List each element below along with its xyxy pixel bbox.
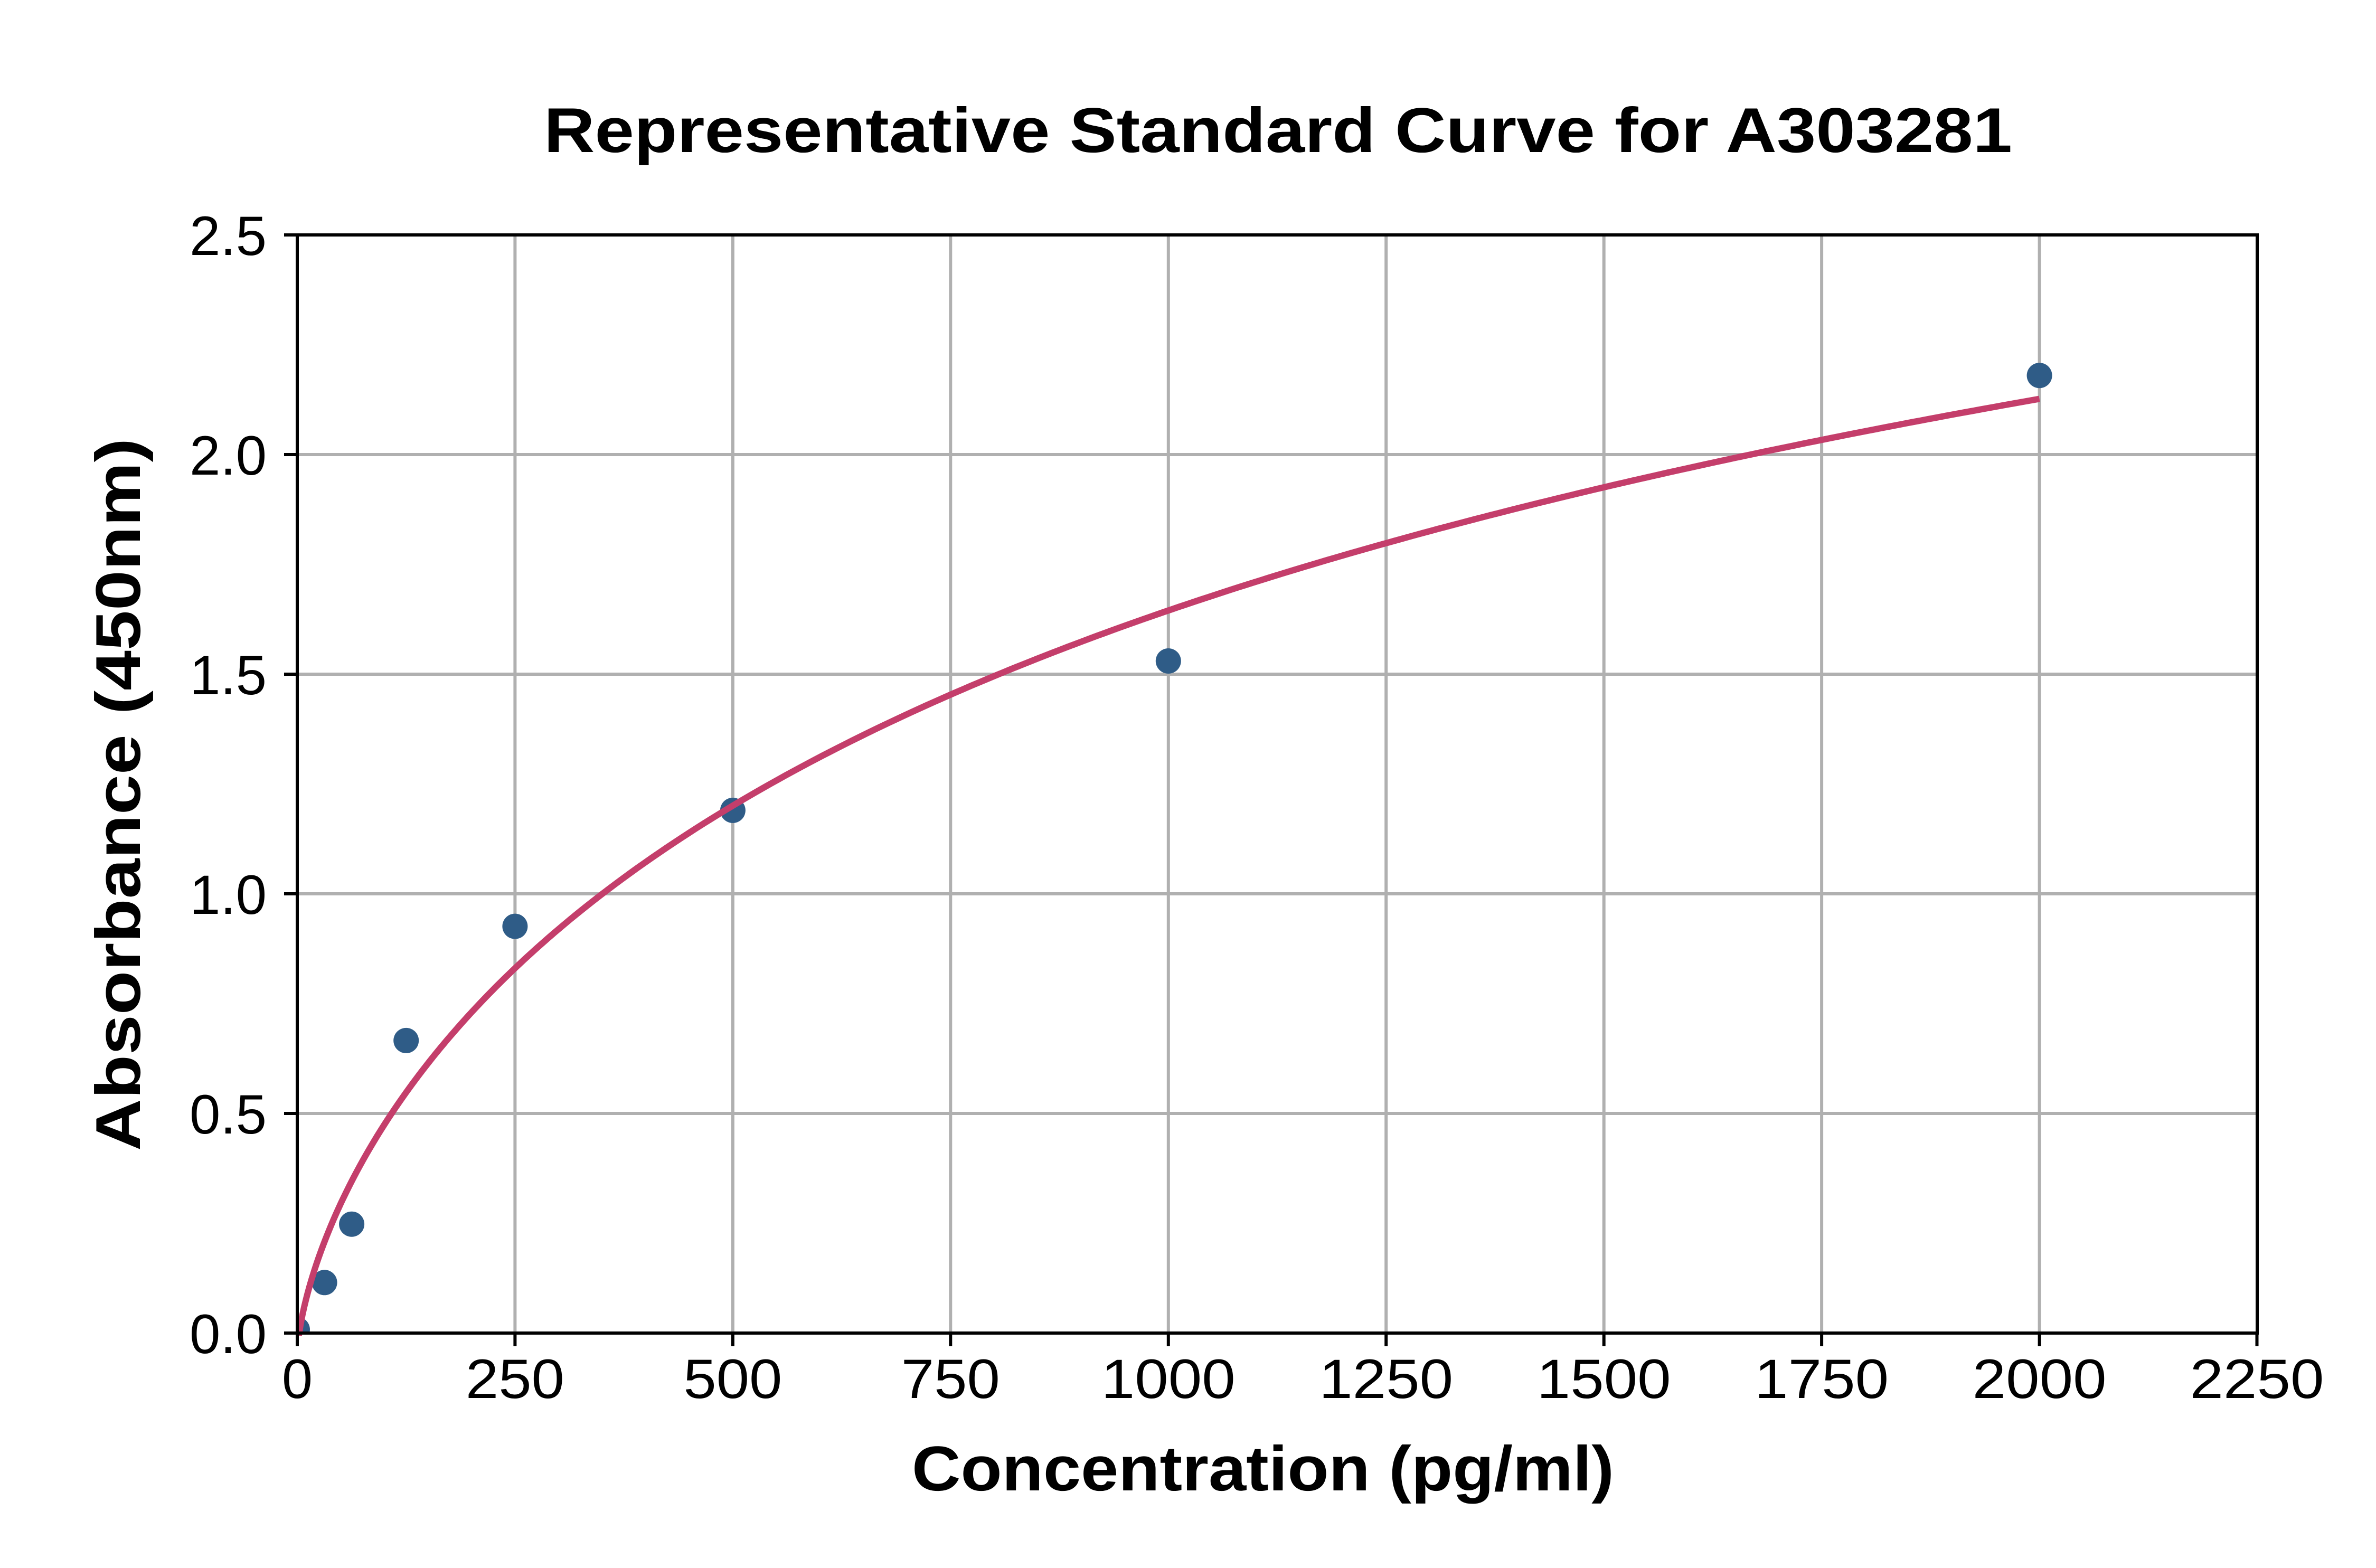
svg-text:2250: 2250 bbox=[2190, 1348, 2324, 1410]
svg-text:Absorbance (450nm): Absorbance (450nm) bbox=[83, 438, 154, 1151]
svg-text:2.5: 2.5 bbox=[190, 205, 267, 267]
svg-text:1000: 1000 bbox=[1101, 1348, 1236, 1410]
svg-text:Representative Standard Curve: Representative Standard Curve for A30328… bbox=[544, 95, 2012, 166]
svg-text:Concentration (pg/ml): Concentration (pg/ml) bbox=[912, 1433, 1614, 1504]
svg-text:250: 250 bbox=[466, 1348, 564, 1410]
svg-text:1500: 1500 bbox=[1537, 1348, 1671, 1410]
svg-text:1.0: 1.0 bbox=[190, 864, 267, 926]
svg-text:0.0: 0.0 bbox=[190, 1303, 267, 1365]
svg-text:500: 500 bbox=[683, 1348, 782, 1410]
svg-text:1250: 1250 bbox=[1319, 1348, 1453, 1410]
svg-text:0: 0 bbox=[282, 1348, 313, 1410]
svg-text:750: 750 bbox=[901, 1348, 1000, 1410]
svg-text:2000: 2000 bbox=[1973, 1348, 2107, 1410]
svg-text:1750: 1750 bbox=[1755, 1348, 1889, 1410]
svg-text:2.0: 2.0 bbox=[190, 425, 267, 487]
svg-text:1.5: 1.5 bbox=[190, 645, 267, 706]
svg-text:0.5: 0.5 bbox=[190, 1084, 267, 1146]
